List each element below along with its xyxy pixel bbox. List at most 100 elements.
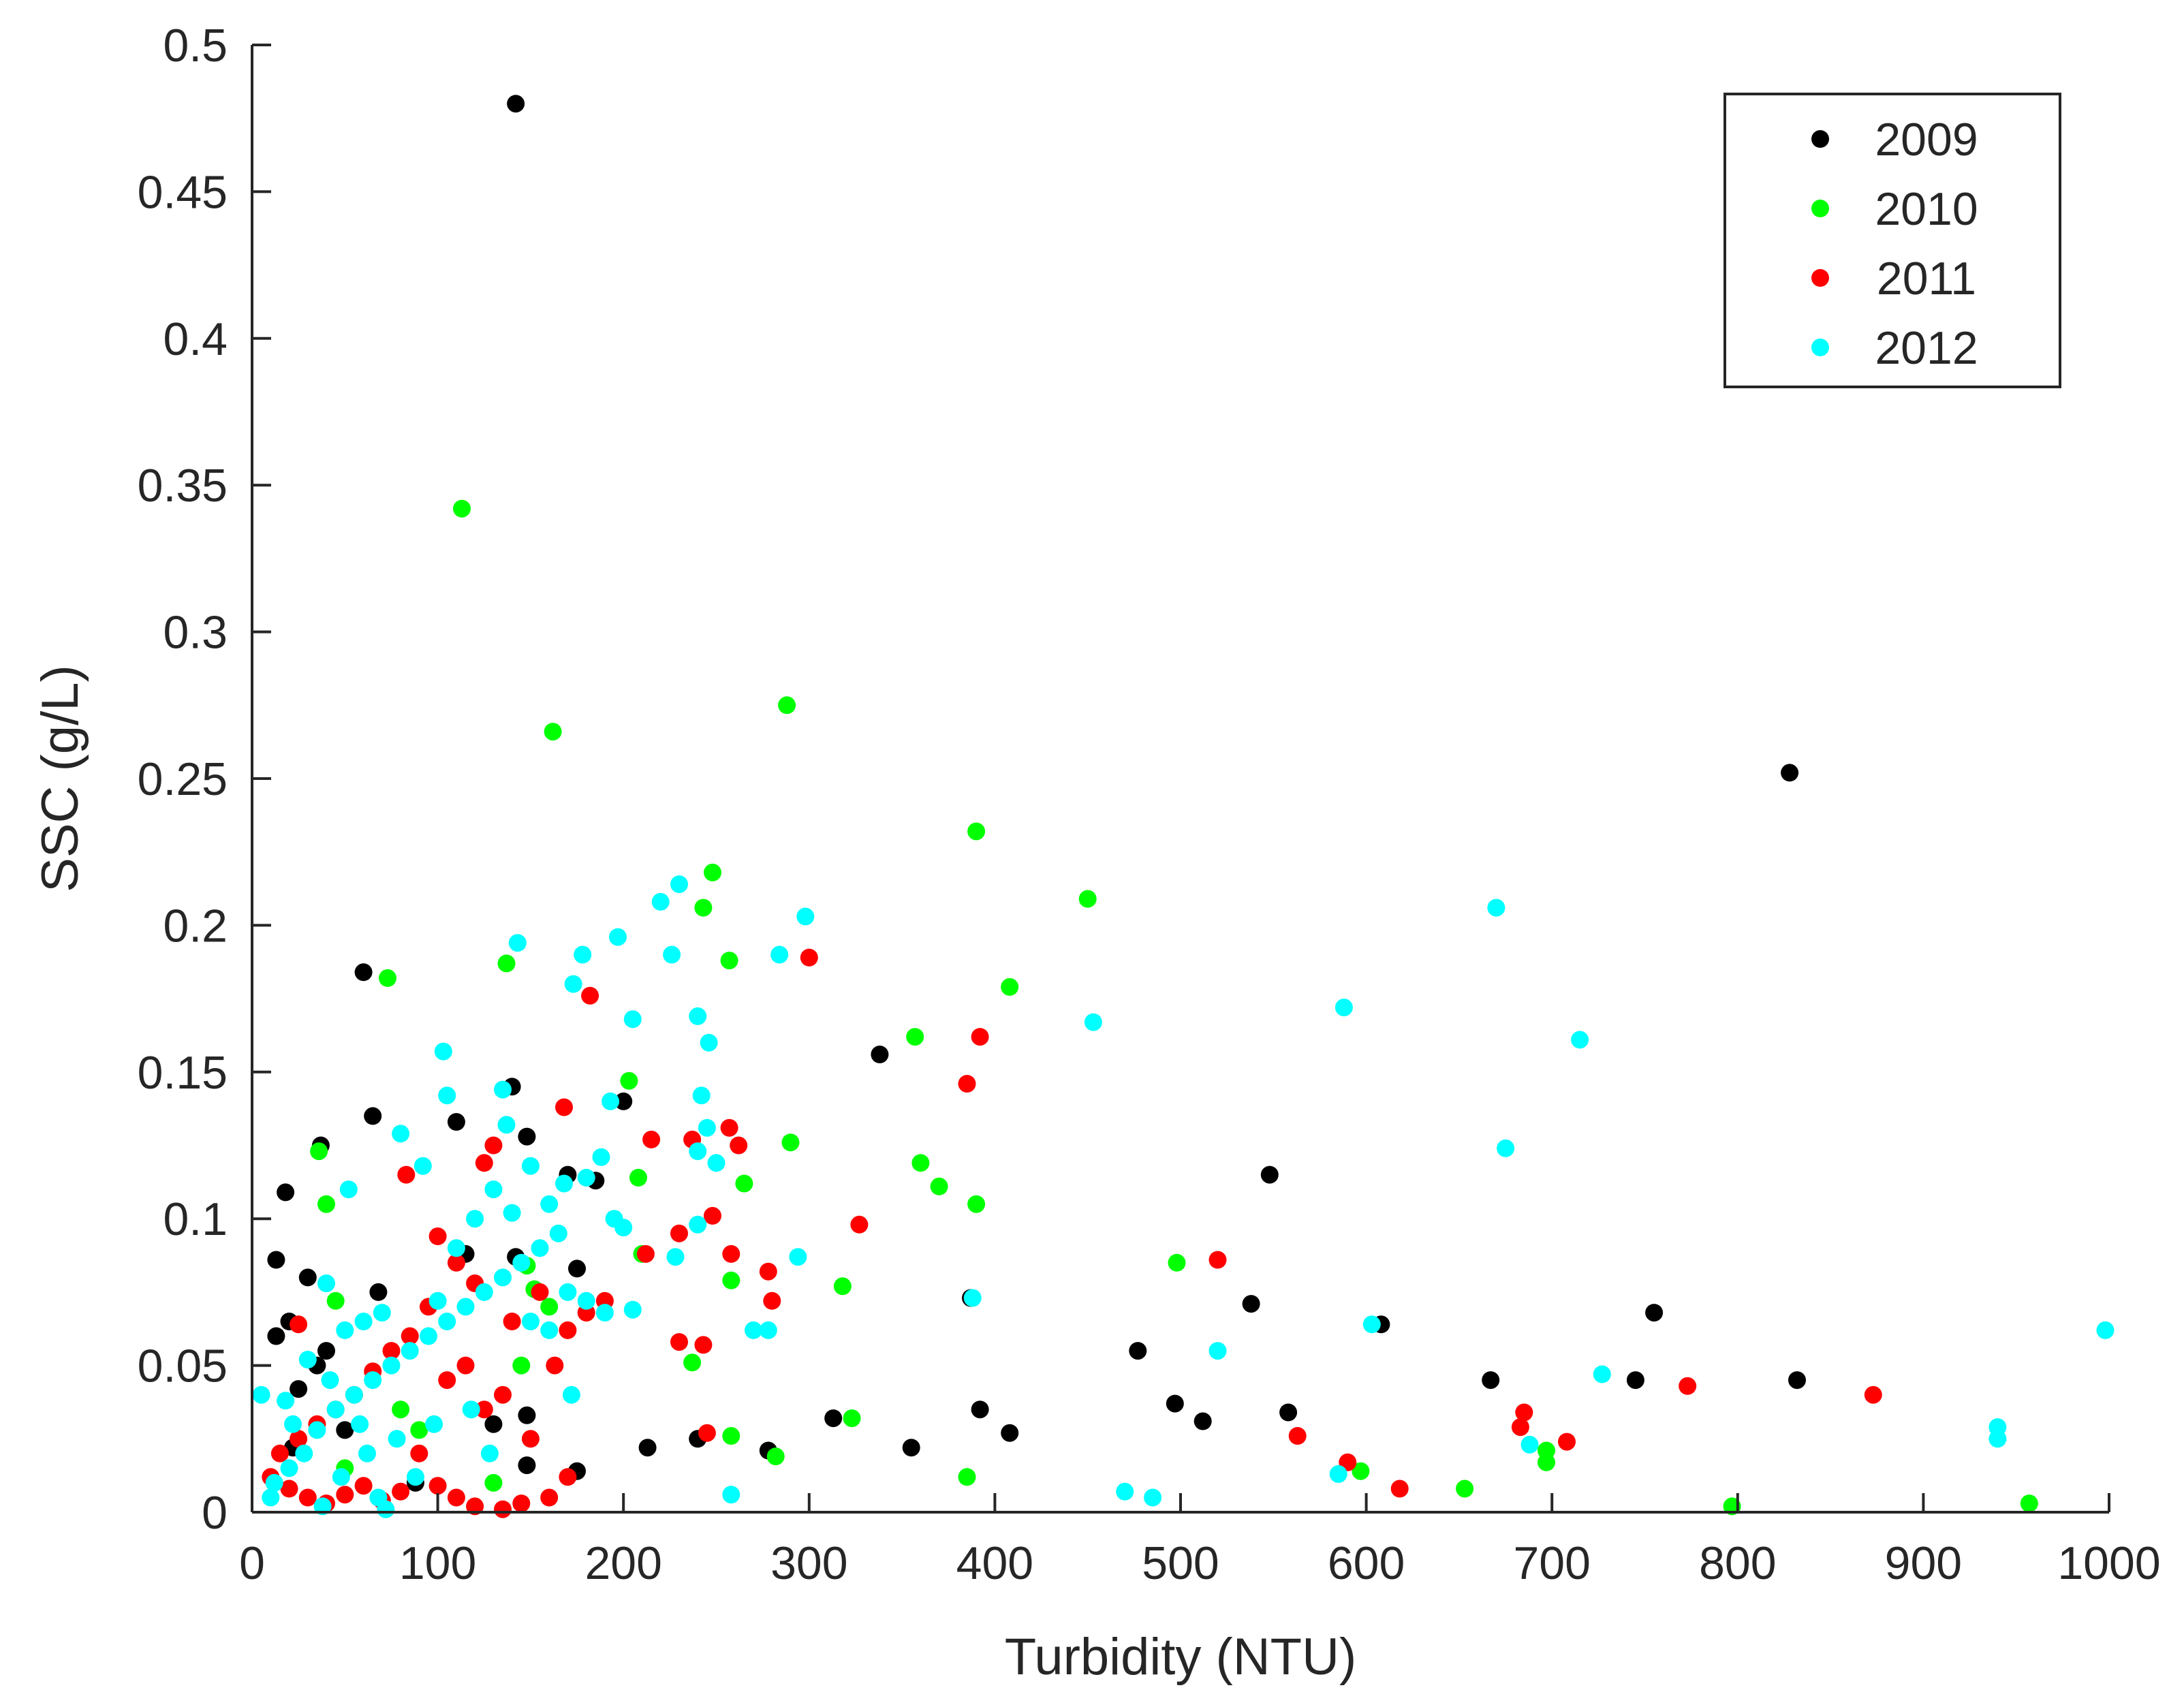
data-point — [1626, 1371, 1644, 1390]
data-point — [484, 1473, 503, 1492]
data-point — [392, 1125, 410, 1143]
data-point — [540, 1321, 559, 1339]
data-point — [351, 1415, 369, 1433]
data-point — [670, 875, 688, 894]
data-point — [689, 1215, 707, 1234]
data-point — [321, 1371, 339, 1390]
data-point — [480, 1444, 499, 1462]
data-point — [336, 1421, 354, 1439]
data-point — [623, 1300, 642, 1319]
data-point — [930, 1177, 948, 1195]
data-point — [555, 1174, 573, 1193]
series-2012 — [252, 875, 2115, 1518]
x-tick-label: 1000 — [2057, 1537, 2160, 1589]
data-point — [332, 1468, 350, 1486]
data-point — [358, 1444, 376, 1462]
y-tick-label: 0.45 — [138, 166, 228, 218]
data-point — [310, 1142, 328, 1161]
data-point — [574, 945, 592, 964]
data-point — [759, 1262, 777, 1281]
data-point — [1352, 1462, 1370, 1480]
data-point — [462, 1400, 480, 1419]
legend-label: 2012 — [1875, 322, 1978, 374]
data-point — [382, 1356, 401, 1375]
legend: 2009 2010 2011 2012 — [1723, 93, 2061, 388]
data-point — [1242, 1295, 1260, 1313]
data-point — [326, 1400, 345, 1419]
data-point — [317, 1342, 335, 1360]
data-point — [700, 1033, 718, 1052]
data-point — [559, 1468, 577, 1486]
data-point — [602, 1092, 620, 1110]
legend-marker — [1811, 269, 1829, 287]
data-point — [824, 1409, 843, 1428]
data-point — [277, 1183, 295, 1202]
legend-box — [1723, 93, 2061, 388]
data-point — [1001, 977, 1019, 996]
data-point — [745, 1321, 762, 1339]
data-point — [592, 1148, 610, 1166]
data-point — [512, 1356, 531, 1375]
data-point — [434, 1042, 452, 1061]
data-point — [326, 1291, 345, 1310]
data-point — [1487, 898, 1506, 917]
data-point — [466, 1497, 484, 1516]
data-point — [290, 1315, 308, 1334]
data-point — [308, 1421, 326, 1439]
data-point — [494, 1268, 512, 1287]
data-point — [694, 1336, 713, 1354]
data-point — [1390, 1479, 1409, 1498]
axes: 0 100 200 300 400 500 600 700 800 900 1000 0 0.05 0.1… — [138, 20, 2161, 1589]
data-point — [1288, 1427, 1307, 1445]
data-point — [262, 1488, 280, 1507]
data-point — [364, 1371, 382, 1390]
data-point — [1511, 1418, 1529, 1437]
data-point — [963, 1289, 982, 1307]
data-point — [2020, 1494, 2038, 1513]
data-point — [388, 1430, 406, 1448]
data-point — [475, 1154, 493, 1172]
data-point — [796, 907, 815, 926]
data-point — [1194, 1412, 1212, 1430]
data-point — [958, 1468, 976, 1486]
data-point — [911, 1154, 930, 1172]
data-point — [438, 1313, 456, 1330]
y-axis-title: SSC (g/L) — [31, 665, 89, 892]
data-point — [354, 963, 373, 982]
data-point — [494, 1385, 512, 1404]
data-point — [720, 952, 738, 970]
legend-marker — [1811, 200, 1829, 217]
data-point — [354, 1477, 373, 1495]
data-point — [420, 1327, 437, 1345]
data-point — [284, 1415, 302, 1433]
plot-area — [252, 95, 2115, 1518]
data-point — [1001, 1424, 1019, 1442]
data-point — [666, 1248, 685, 1266]
data-point — [364, 1107, 382, 1125]
data-point — [377, 1500, 395, 1518]
data-point — [1538, 1453, 1555, 1471]
data-point — [354, 1313, 373, 1330]
data-point — [379, 969, 396, 987]
legend-marker — [1811, 339, 1829, 356]
data-point — [425, 1415, 443, 1433]
data-point — [670, 1333, 688, 1351]
data-point — [967, 822, 986, 841]
data-point — [277, 1392, 295, 1410]
data-point — [280, 1479, 298, 1498]
data-point — [540, 1488, 559, 1507]
data-point — [1329, 1465, 1347, 1483]
data-point — [614, 1219, 633, 1237]
data-point — [800, 948, 818, 967]
data-point — [1781, 764, 1799, 782]
data-point — [1788, 1371, 1806, 1390]
data-point — [595, 1304, 614, 1322]
data-point — [392, 1400, 410, 1419]
data-point — [494, 1500, 512, 1518]
x-axis-title: Turbidity (NTU) — [1005, 1628, 1357, 1686]
data-point — [339, 1180, 358, 1199]
data-point — [958, 1075, 976, 1093]
data-point — [484, 1415, 503, 1433]
data-point — [410, 1444, 428, 1462]
